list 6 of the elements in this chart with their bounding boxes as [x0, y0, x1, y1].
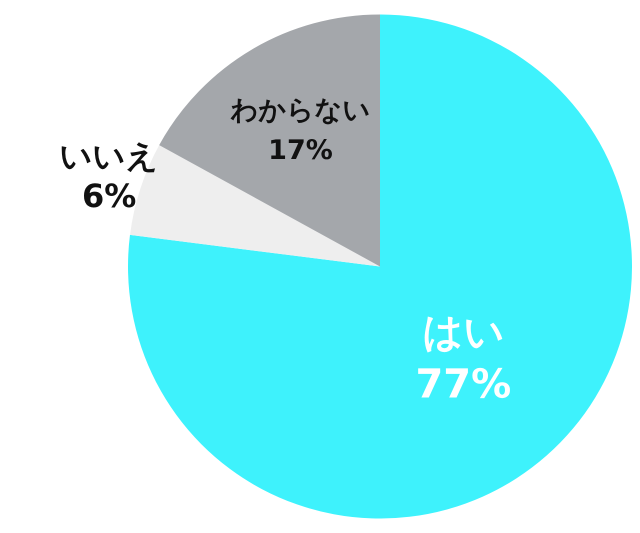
slice-label: はい [422, 309, 504, 356]
data-label: 77% [415, 361, 512, 408]
data-label: 17% [268, 135, 333, 166]
data-label: 6% [82, 176, 136, 215]
slice-label: わからない [229, 95, 370, 126]
slice-label: いいえ [60, 136, 159, 175]
